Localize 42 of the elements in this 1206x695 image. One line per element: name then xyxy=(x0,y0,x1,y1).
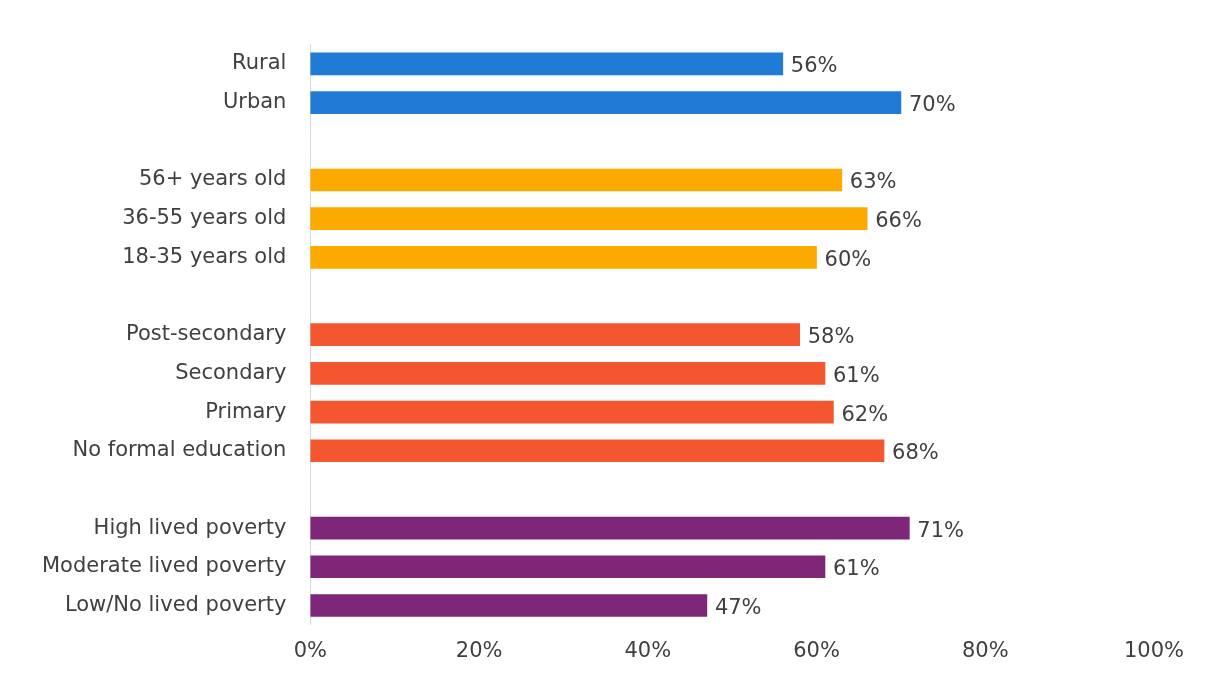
data-label: 70% xyxy=(908,92,956,117)
y-tick-label: 56+ years old xyxy=(138,166,287,191)
data-label: 56% xyxy=(790,53,838,78)
x-tick-label: 20% xyxy=(455,637,503,662)
x-tick-label: 100% xyxy=(1123,637,1185,662)
bar xyxy=(310,168,843,192)
bar xyxy=(310,555,826,579)
x-tick-label: 60% xyxy=(793,637,840,662)
y-tick-label: Urban xyxy=(222,89,287,114)
data-label: 47% xyxy=(714,594,762,619)
data-label: 68% xyxy=(892,440,939,465)
y-tick-label: Secondary xyxy=(175,359,287,384)
x-tick-label: 0% xyxy=(293,637,328,662)
y-tick-label: 36-55 years old xyxy=(122,205,287,230)
bar xyxy=(310,439,885,463)
y-tick-label: No formal education xyxy=(72,437,287,462)
data-label: 61% xyxy=(832,362,880,387)
bar xyxy=(310,400,834,424)
bar xyxy=(310,323,800,347)
bar xyxy=(310,52,784,76)
data-label: 60% xyxy=(824,246,872,271)
data-label: 63% xyxy=(849,169,897,194)
data-label: 58% xyxy=(807,324,855,349)
y-tick-label: High lived poverty xyxy=(93,514,287,539)
bar xyxy=(310,362,826,385)
bar xyxy=(310,516,910,540)
y-tick-label: Post-secondary xyxy=(126,321,287,346)
y-tick-label: Primary xyxy=(205,398,287,423)
bar xyxy=(310,91,902,114)
data-label: 66% xyxy=(875,208,922,233)
x-tick-label: 80% xyxy=(961,637,1009,662)
data-label: 62% xyxy=(841,401,889,426)
x-tick-label: 40% xyxy=(624,637,672,662)
bar xyxy=(310,594,708,617)
data-label: 61% xyxy=(832,556,880,581)
bar xyxy=(310,246,817,269)
y-tick-label: Moderate lived poverty xyxy=(41,553,287,578)
y-tick-label: Low/No lived poverty xyxy=(64,591,287,616)
bar xyxy=(310,207,868,230)
y-tick-label: Rural xyxy=(232,50,287,75)
y-tick-label: 18-35 years old xyxy=(122,243,287,268)
data-label: 71% xyxy=(917,517,965,542)
